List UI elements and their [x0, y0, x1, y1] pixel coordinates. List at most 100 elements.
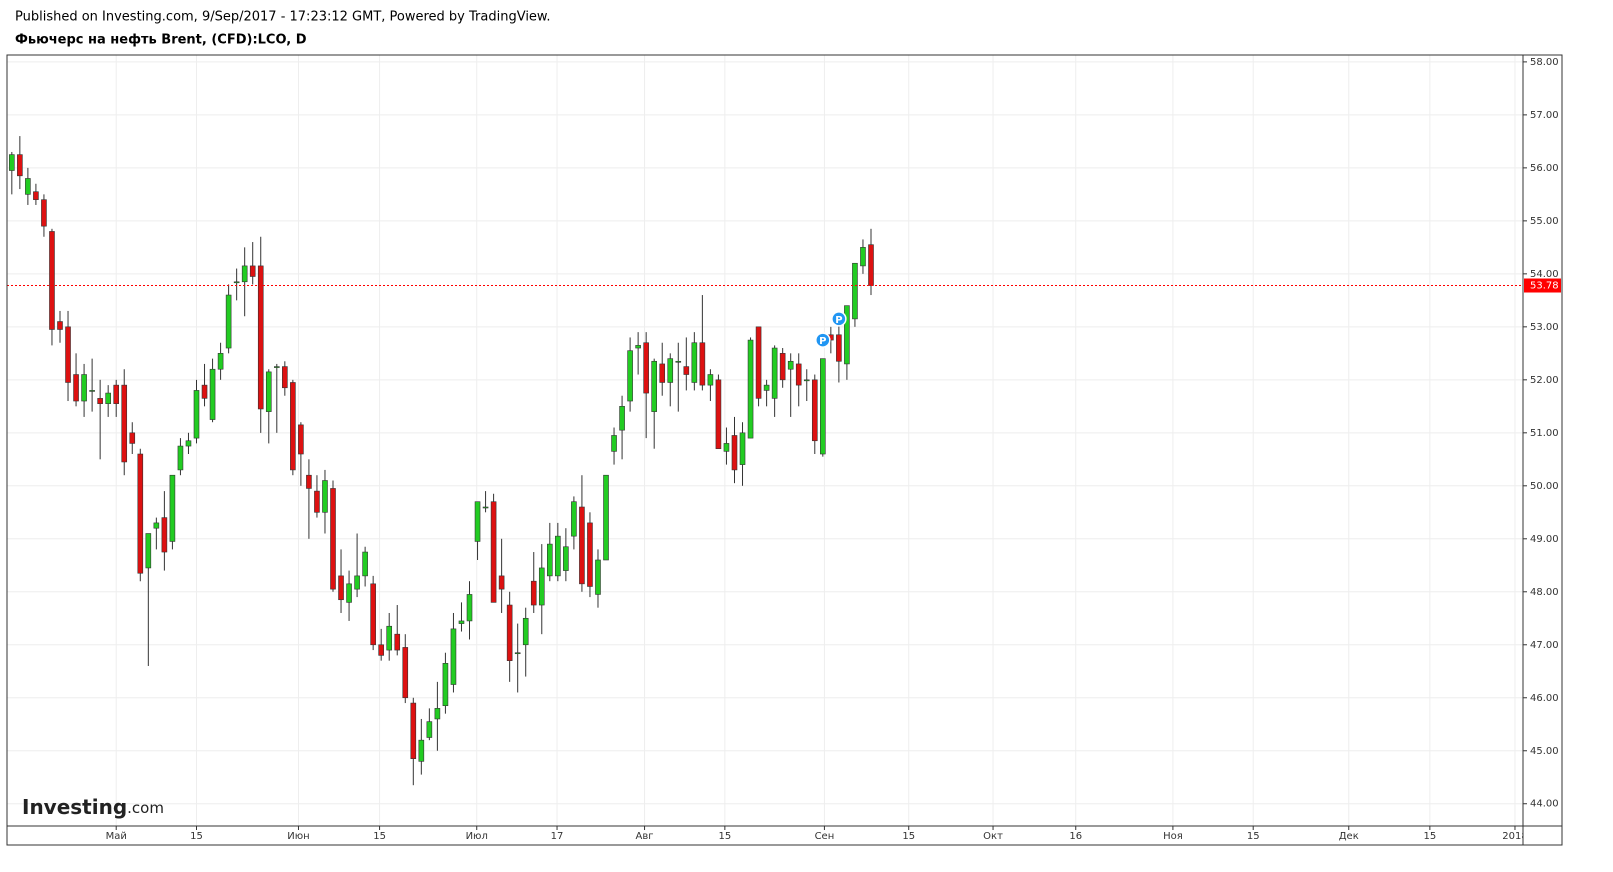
candle-body: [209, 368, 216, 420]
candle-body: [860, 247, 866, 267]
candle-body: [338, 575, 344, 601]
candle-body: [731, 435, 738, 471]
candle-body: [811, 379, 818, 442]
y-tick-label: 54.00: [1530, 269, 1559, 280]
candle-body: [217, 353, 224, 370]
candle-body: [514, 652, 521, 655]
candle-body: [803, 379, 810, 382]
candle-body: [370, 583, 376, 646]
candle-body: [121, 384, 128, 463]
last-price-box: [1524, 278, 1561, 293]
x-tick-label: 15: [718, 831, 731, 842]
candle-body: [595, 559, 601, 595]
candle-body: [466, 594, 473, 622]
candle-body: [65, 326, 71, 383]
candle-body: [378, 644, 384, 656]
candle-body: [354, 575, 360, 590]
candle-body: [691, 342, 698, 383]
candle-body: [410, 702, 417, 760]
candle-body: [137, 453, 144, 574]
y-tick-label: 46.00: [1530, 693, 1559, 704]
candle-body: [57, 321, 63, 330]
candle-body: [563, 546, 569, 571]
candle-body: [177, 445, 184, 471]
candle-body: [225, 294, 232, 349]
candle-body: [498, 575, 505, 590]
x-tick-label: Дек: [1339, 831, 1359, 842]
candle-body: [490, 501, 497, 603]
candle-body: [699, 342, 706, 386]
candle-body: [779, 353, 786, 381]
candle-body: [723, 443, 730, 452]
y-tick-label: 58.00: [1530, 57, 1559, 68]
candle-body: [322, 480, 328, 513]
y-tick-label: 53.00: [1530, 322, 1559, 333]
y-tick-label: 47.00: [1530, 640, 1559, 651]
candle-body: [81, 374, 87, 402]
candle-body: [659, 363, 666, 383]
candle-body: [651, 360, 657, 412]
y-tick-label: 51.00: [1530, 428, 1559, 439]
candle-body: [426, 721, 433, 738]
candle-body: [282, 366, 288, 389]
candle-body: [474, 501, 481, 542]
candle-body: [265, 371, 272, 412]
x-tick-label: Авг: [636, 831, 654, 842]
symbol-title: Фьючерс на нефть Brent, (CFD):LCO, D: [15, 33, 307, 48]
candle-body: [836, 334, 842, 362]
candle-body: [402, 647, 409, 699]
candle-body: [145, 533, 152, 569]
candle-body: [707, 374, 714, 386]
candle-body: [571, 501, 577, 537]
candle-body: [715, 379, 722, 450]
candle-body: [587, 522, 593, 587]
x-tick-label: 15: [1423, 831, 1436, 842]
candle-body: [482, 506, 489, 509]
candle-body: [41, 199, 47, 227]
candle-body: [17, 154, 23, 177]
candle-body: [185, 440, 192, 447]
logo-name: Investing: [22, 795, 127, 819]
candle-body: [538, 567, 545, 606]
candle-body: [298, 424, 304, 455]
y-tick-label: 48.00: [1530, 587, 1559, 598]
candle-body: [346, 583, 352, 603]
candle-body: [25, 178, 31, 195]
y-tick-label: 56.00: [1530, 163, 1559, 174]
event-marker-label: P: [835, 315, 842, 326]
candle-body: [627, 350, 633, 402]
y-tick-label: 57.00: [1530, 110, 1559, 121]
x-tick-label: Ноя: [1163, 831, 1183, 842]
candle-body: [522, 617, 529, 646]
candle-body: [9, 154, 15, 171]
x-tick-label: 16: [1069, 831, 1082, 842]
candle-body: [153, 522, 160, 529]
candle-body: [161, 517, 168, 553]
candle-body: [852, 262, 858, 320]
candle-body: [755, 326, 762, 399]
candle-body: [241, 265, 248, 283]
x-tick-label: Сен: [815, 831, 835, 842]
candle-body: [394, 633, 401, 651]
candle-body: [386, 625, 393, 651]
logo-suffix: .com: [127, 799, 164, 817]
candle-body: [643, 342, 649, 394]
x-tick-label: 2018: [1502, 831, 1527, 842]
candle-body: [418, 739, 425, 762]
candle-body: [362, 551, 368, 577]
candle-body: [201, 384, 208, 399]
candle-body: [89, 390, 95, 392]
y-tick-label: 50.00: [1530, 481, 1559, 492]
y-tick-label: 52.00: [1530, 375, 1559, 386]
candle-body: [611, 435, 617, 452]
candle-body: [667, 358, 674, 383]
published-note: Published on Investing.com, 9/Sep/2017 -…: [15, 10, 551, 25]
y-tick-label: 49.00: [1530, 534, 1559, 545]
candle-body: [547, 543, 553, 577]
candle-body: [306, 474, 312, 489]
candle-body: [233, 281, 240, 284]
candle-body: [193, 390, 200, 439]
candle-body: [249, 265, 256, 277]
candle-body: [434, 708, 441, 720]
x-tick-label: Июл: [466, 831, 488, 842]
